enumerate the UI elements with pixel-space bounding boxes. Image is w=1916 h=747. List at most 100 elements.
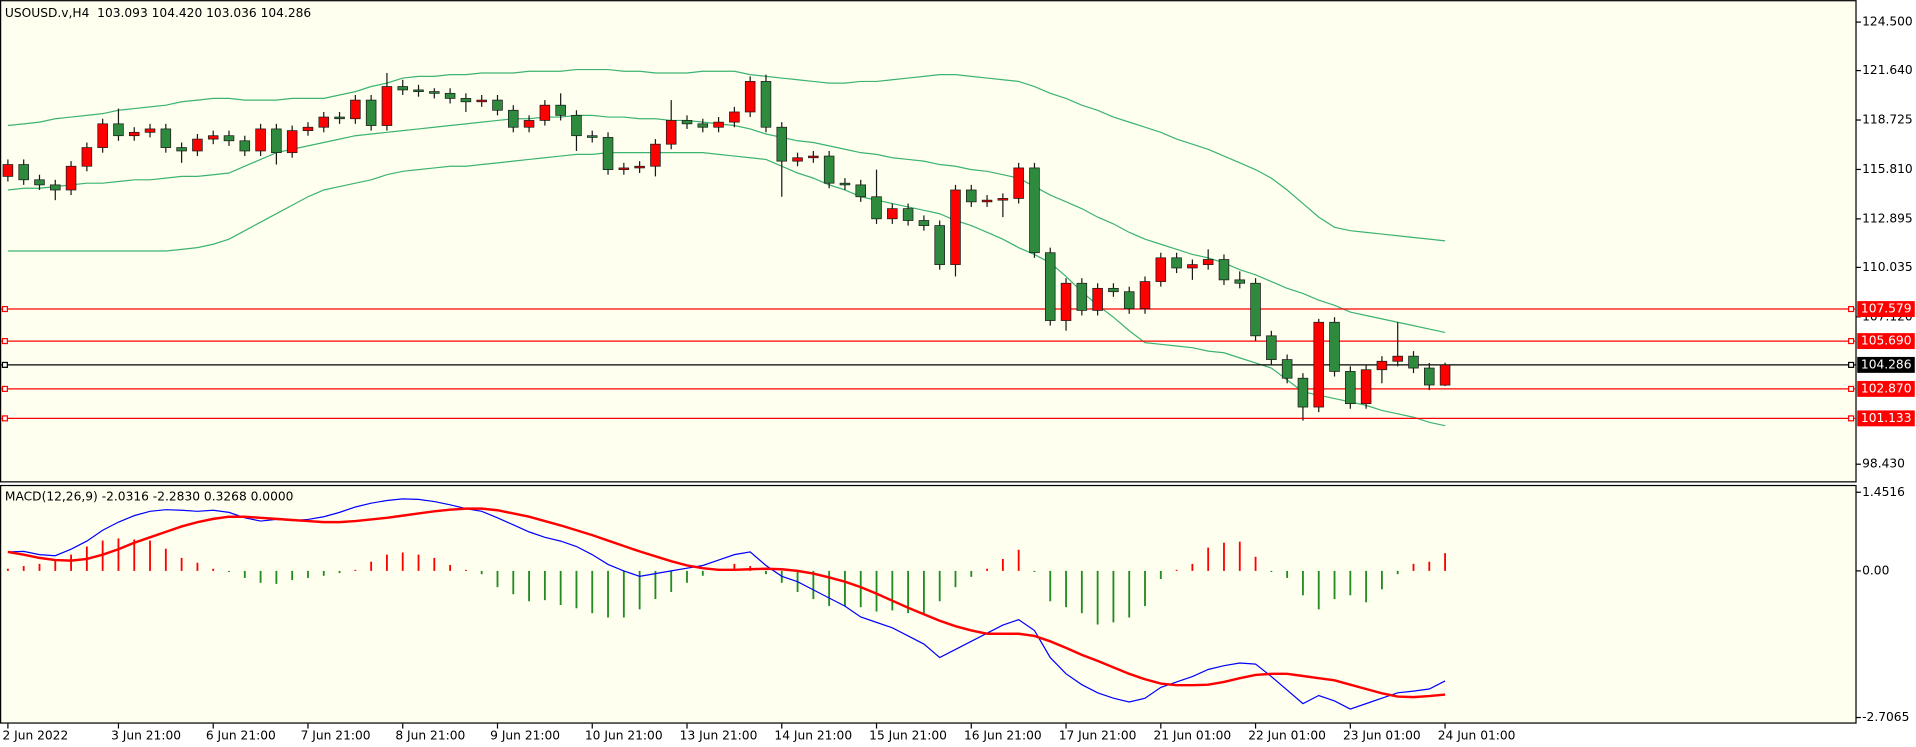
candle-body — [1044, 252, 1056, 321]
x-tick-label: 16 Jun 21:00 — [964, 728, 1042, 742]
candle-body — [586, 135, 598, 138]
x-tick-label: 14 Jun 21:00 — [774, 728, 852, 742]
candle-body — [1376, 360, 1388, 371]
candle-body — [918, 220, 930, 226]
candle-body — [855, 184, 866, 198]
x-tick-label: 21 Jun 01:00 — [1153, 728, 1231, 742]
axis-layer: 124.500 121.640 118.725 115.810 112.895 110.0… — [2, 15, 1915, 742]
candle-body — [1108, 287, 1119, 293]
candle-body — [1408, 355, 1419, 369]
price-level-handle — [1, 338, 8, 345]
candle-body — [1155, 257, 1167, 282]
candle-body — [823, 155, 835, 184]
y-tick-label: 115.810 — [1862, 162, 1913, 176]
candle-body — [1266, 335, 1277, 360]
y-tick-label: 121.640 — [1862, 63, 1913, 77]
candle-body — [808, 155, 819, 159]
price-level-box — [1857, 356, 1915, 373]
candle-body — [160, 128, 172, 148]
candle-body — [113, 123, 124, 137]
x-tick-label: 3 Jun 21:00 — [111, 728, 181, 742]
candle-body — [776, 126, 788, 162]
candle-body — [1392, 355, 1403, 362]
candle-body — [508, 109, 519, 128]
candle-body — [555, 104, 566, 116]
candle-body — [1013, 167, 1024, 199]
candle-body — [1218, 259, 1230, 281]
candle-body — [176, 147, 187, 152]
candle-body — [1281, 359, 1293, 379]
candle-body — [1250, 282, 1261, 337]
x-tick-label: 8 Jun 21:00 — [395, 728, 465, 742]
x-tick-label: 17 Jun 21:00 — [1059, 728, 1137, 742]
candle-body — [1202, 259, 1214, 265]
x-tick-label: 2 Jun 2022 — [2, 728, 68, 742]
price-level-label: 101.133 — [1861, 411, 1912, 425]
candle-body — [97, 123, 108, 148]
price-level-label: 105.690 — [1861, 334, 1912, 348]
candle-body — [476, 99, 487, 103]
candle-body — [239, 140, 251, 152]
price-level-handle — [1848, 305, 1855, 313]
price-level-label: 107.579 — [1861, 302, 1912, 316]
candle-body — [1060, 282, 1072, 321]
price-level-label: 102.870 — [1861, 381, 1912, 395]
candle-body — [302, 126, 314, 131]
y-tick-label: 98.430 — [1862, 457, 1905, 471]
candle-body — [1329, 321, 1340, 372]
y-tick-label: -2.7065 — [1862, 710, 1909, 724]
candle-body — [618, 167, 630, 170]
candle-body — [792, 157, 803, 162]
candle-body — [381, 86, 393, 126]
candle-body — [1123, 291, 1135, 310]
candle-body — [1234, 279, 1246, 284]
x-tick-label: 15 Jun 21:00 — [869, 728, 947, 742]
price-level-box — [1857, 333, 1915, 350]
macd-line — [7, 498, 1446, 710]
candle-body — [950, 189, 961, 265]
candle-body — [523, 120, 535, 128]
x-tick-label: 13 Jun 21:00 — [680, 728, 758, 742]
candle-body — [934, 225, 945, 265]
price-level-handle — [1848, 361, 1855, 368]
candle-body — [18, 164, 29, 181]
x-tick-label: 6 Jun 21:00 — [206, 728, 276, 742]
x-tick-label: 10 Jun 21:00 — [585, 728, 663, 742]
x-tick-label: 7 Jun 21:00 — [301, 728, 371, 742]
price-title: USOUSD.v,H4 103.093 104.420 103.036 104.… — [5, 6, 312, 20]
bollinger-band — [7, 68, 1446, 242]
x-tick-label: 23 Jun 01:00 — [1343, 728, 1421, 742]
candle-body — [981, 199, 993, 203]
price-level-handle — [1848, 338, 1855, 345]
candle-body — [144, 128, 156, 133]
candle-body — [207, 135, 219, 140]
x-tick-label: 24 Jun 01:00 — [1438, 728, 1516, 742]
price-level-handle — [1, 385, 8, 392]
y-tick-label: 1.4516 — [1862, 485, 1905, 499]
price-level-box — [1857, 410, 1915, 427]
candle-body — [192, 138, 203, 152]
candle-body — [539, 104, 551, 121]
candle-body — [255, 128, 266, 152]
candle-body — [634, 165, 645, 169]
candle-body — [760, 81, 772, 128]
candle-body — [334, 116, 345, 120]
candle-body — [318, 116, 330, 128]
candle-body — [286, 130, 298, 154]
macd-layer — [6, 498, 1446, 710]
candle-body — [1171, 257, 1182, 269]
candle-body — [2, 164, 14, 177]
y-tick-label: 118.725 — [1862, 113, 1913, 127]
candle-body — [128, 131, 140, 137]
candle-body — [1187, 264, 1198, 269]
y-tick-label: 110.035 — [1862, 260, 1913, 274]
candle-body — [365, 99, 377, 126]
bollinger-band — [7, 114, 1446, 334]
candle-body — [1439, 364, 1451, 386]
candle-body — [1360, 369, 1372, 405]
candle-body — [350, 99, 361, 120]
candle-body — [50, 184, 61, 191]
price-level-handle — [1848, 385, 1855, 392]
candle-body — [744, 81, 756, 113]
